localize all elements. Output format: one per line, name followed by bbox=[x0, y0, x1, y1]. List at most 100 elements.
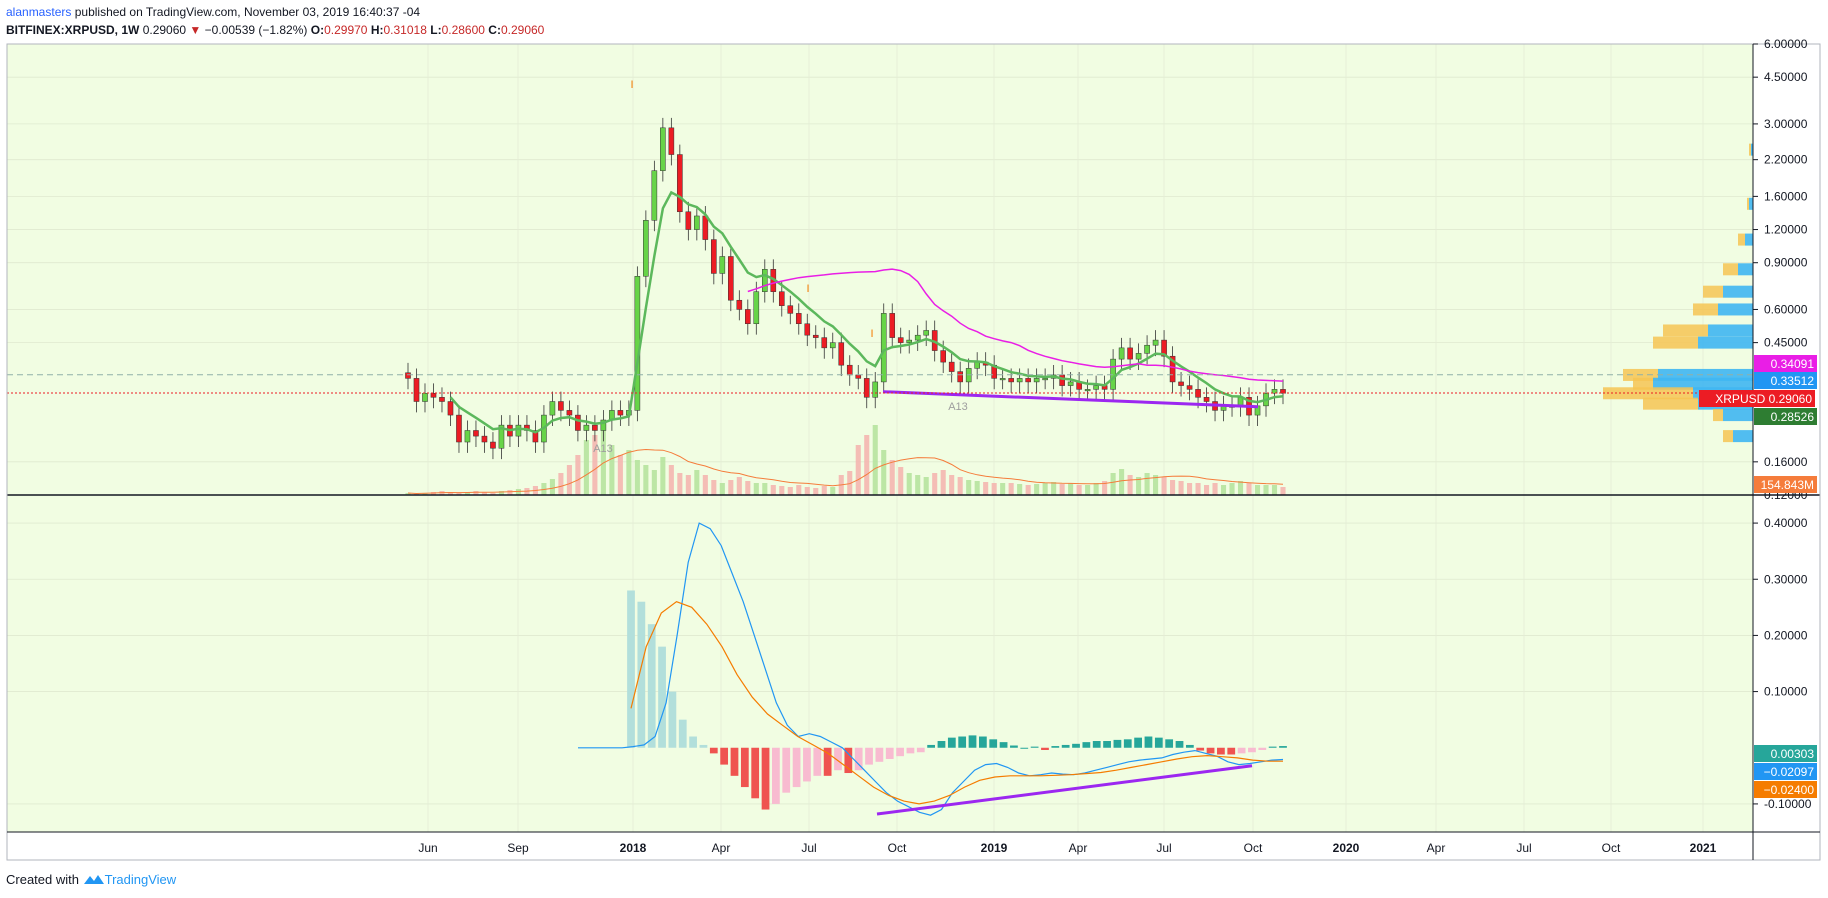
candle-body bbox=[821, 337, 828, 349]
high-value: 0.31018 bbox=[383, 23, 427, 37]
time-tick-label: Oct bbox=[888, 841, 907, 855]
symbol-label[interactable]: BITFINEX:XRPUSD, 1W bbox=[6, 23, 140, 37]
volume-bar bbox=[821, 486, 827, 495]
volume-profile-bar bbox=[1749, 143, 1751, 156]
price-tick-label: 0.60000 bbox=[1764, 302, 1808, 316]
volume-bar bbox=[1254, 485, 1261, 495]
candle-body bbox=[897, 337, 904, 343]
candle-body bbox=[1025, 378, 1031, 383]
candle-body bbox=[566, 410, 573, 416]
macd-histogram-bar bbox=[792, 747, 801, 788]
candle-body bbox=[583, 424, 590, 431]
candle-body bbox=[1144, 344, 1150, 354]
volume-profile-bar bbox=[1723, 263, 1738, 276]
candle-body bbox=[948, 361, 955, 372]
price-label-box bbox=[1754, 372, 1817, 389]
macd-histogram-bar bbox=[1175, 741, 1184, 748]
volume-bar bbox=[592, 435, 598, 495]
volume-ma-line bbox=[407, 448, 1284, 495]
volume-bar bbox=[1246, 483, 1252, 495]
price-label-text: 154.843M bbox=[1761, 478, 1814, 492]
volume-bar bbox=[915, 475, 921, 495]
candle-body bbox=[1127, 347, 1133, 360]
volume-bar bbox=[1212, 483, 1218, 495]
volume-bar bbox=[1085, 485, 1091, 495]
volume-bar bbox=[864, 435, 870, 495]
time-tick-label: 2021 bbox=[1690, 841, 1717, 855]
macd-histogram-bar bbox=[699, 744, 708, 748]
candle-body bbox=[753, 291, 760, 325]
low-value: 0.28600 bbox=[441, 23, 485, 37]
macd-histogram-bar bbox=[1268, 746, 1277, 748]
time-axis[interactable]: Jun Sep 2018 Apr Jul Oct 2019 Apr Jul Oct 2020 Apr J… bbox=[418, 841, 1716, 855]
candle-body bbox=[651, 170, 658, 221]
signal-line bbox=[630, 601, 1283, 805]
tradingview-brand[interactable]: TradingView bbox=[104, 872, 177, 887]
price-axis[interactable]: 6.00000 4.50000 3.00000 2.20000 1.60000 1.200… bbox=[1753, 37, 1812, 811]
volume-bar bbox=[677, 473, 683, 495]
candle-body bbox=[999, 378, 1006, 381]
candle-body bbox=[439, 397, 445, 402]
macd-histogram-bar bbox=[875, 747, 884, 762]
macd-histogram-bar bbox=[999, 742, 1008, 748]
candle-body bbox=[1118, 347, 1125, 360]
candle-body bbox=[668, 127, 675, 155]
macd-histogram-bar bbox=[906, 747, 915, 754]
support-trendline bbox=[882, 390, 1259, 409]
volume-bar bbox=[1237, 481, 1244, 495]
open-value: 0.29970 bbox=[324, 23, 368, 37]
volume-profile-bar bbox=[1723, 430, 1733, 443]
candle-body bbox=[1093, 385, 1099, 390]
macd-tick-label: 0.20000 bbox=[1764, 628, 1808, 642]
volume-bar bbox=[566, 465, 572, 495]
tradingview-logo-icon bbox=[83, 875, 104, 884]
candle-body bbox=[1186, 385, 1193, 390]
candle-body bbox=[1135, 353, 1142, 360]
candle-body bbox=[778, 291, 785, 306]
author-link[interactable]: alanmasters bbox=[6, 5, 72, 19]
macd-trendline bbox=[876, 764, 1253, 816]
candle-body bbox=[761, 269, 768, 292]
macd-histogram-bar bbox=[978, 736, 987, 748]
candle-body bbox=[1178, 381, 1184, 386]
candle-body bbox=[532, 430, 539, 443]
macd-histogram-bar bbox=[740, 747, 749, 788]
footer: Created with TradingView bbox=[6, 872, 176, 887]
volume-bar bbox=[745, 481, 751, 495]
time-tick-label: Jul bbox=[1516, 841, 1531, 855]
candle-body bbox=[643, 220, 649, 277]
volume-bar bbox=[711, 480, 717, 495]
macd-label-box bbox=[1754, 781, 1817, 798]
annotations: I I I A13 A13 bbox=[593, 79, 968, 455]
macd-histogram-bar bbox=[772, 747, 780, 804]
macd-histogram-bar bbox=[1165, 739, 1174, 748]
volume-bar bbox=[940, 470, 946, 495]
volume-bar bbox=[1127, 475, 1133, 495]
macd-histogram-bar bbox=[1217, 747, 1225, 755]
candle-body bbox=[413, 378, 420, 402]
macd-histogram-bar bbox=[1154, 737, 1163, 748]
down-arrow-icon: ▼ bbox=[189, 23, 202, 37]
volume-profile-bar bbox=[1643, 397, 1698, 410]
volume-profile-bar bbox=[1703, 285, 1723, 298]
volume-bar bbox=[1034, 484, 1040, 495]
volume-profile-bar bbox=[1745, 233, 1753, 246]
candle-body bbox=[846, 364, 853, 376]
price-pane-background bbox=[7, 44, 1753, 495]
volume-bar bbox=[719, 483, 725, 495]
candle-body bbox=[745, 309, 751, 325]
volume-bar bbox=[617, 455, 623, 495]
candle-body bbox=[829, 342, 836, 349]
macd-histogram-bar bbox=[637, 601, 646, 748]
candle-body bbox=[1169, 355, 1176, 383]
candle-body bbox=[592, 424, 598, 431]
volume-bar bbox=[660, 457, 666, 495]
time-tick-label: Jul bbox=[1156, 841, 1171, 855]
macd-histogram-bar bbox=[1020, 747, 1029, 749]
volume-bar bbox=[702, 475, 708, 495]
macd-histogram-bar bbox=[761, 747, 770, 810]
macd-label-box bbox=[1754, 763, 1817, 780]
candle-body bbox=[549, 401, 556, 416]
macd-histogram-bar bbox=[720, 747, 729, 765]
